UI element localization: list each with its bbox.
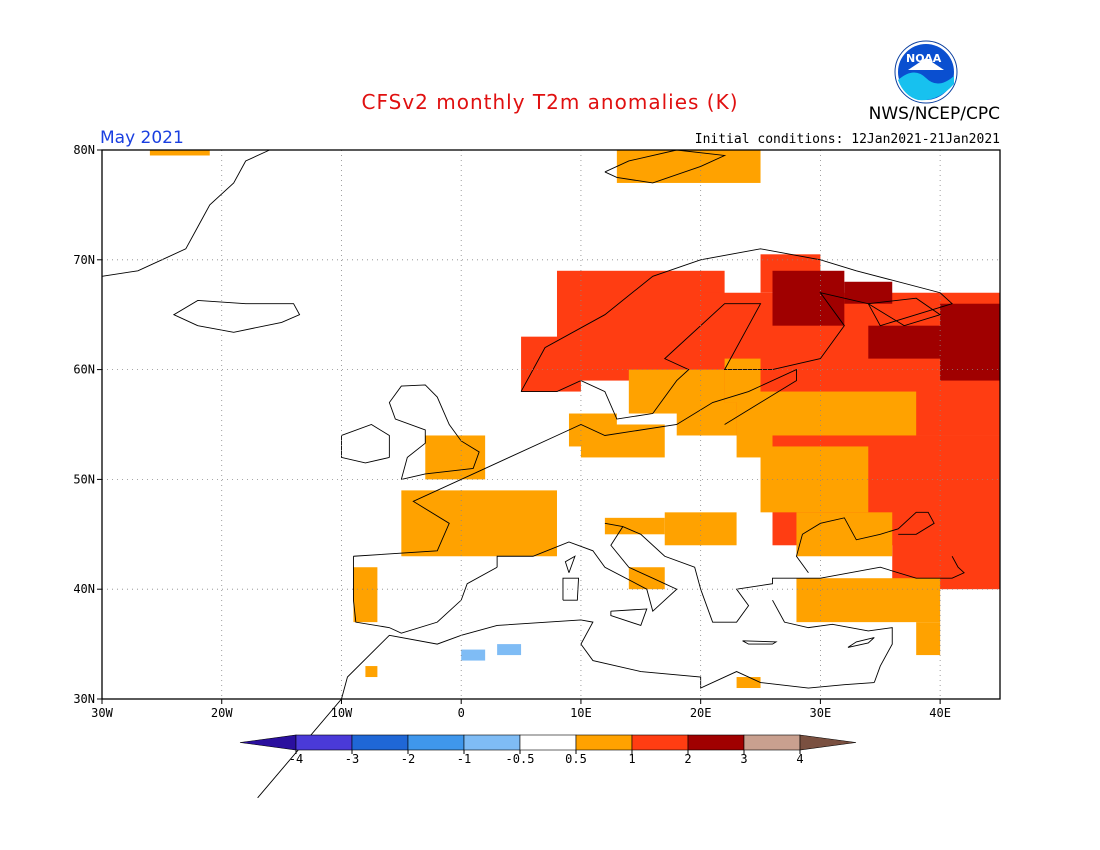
coastline	[172, 299, 301, 333]
coastline	[795, 511, 935, 573]
initial-conditions-label: Initial conditions: 12Jan2021-21Jan2021	[694, 132, 1000, 147]
anomaly-cell	[425, 435, 486, 480]
colorbar-swatch	[519, 734, 577, 751]
colorbar-swatch	[687, 734, 745, 751]
y-tick-label: 80N	[73, 143, 95, 157]
colorbar-label: -0.5	[506, 752, 535, 766]
coastline	[257, 619, 875, 799]
coastline	[742, 640, 778, 645]
coastline	[564, 555, 576, 573]
x-tick-label: 30W	[91, 706, 113, 720]
anomaly-cell	[521, 336, 581, 392]
colorbar: -4 -3 -2 -1 -0.5 0.5 1 2 3 4	[239, 734, 857, 766]
x-tick-label: 20E	[690, 706, 712, 720]
coastline	[772, 599, 893, 683]
noaa-logo	[894, 40, 958, 104]
y-tick-label: 70N	[73, 253, 95, 267]
coastline	[604, 522, 623, 528]
anomaly-cell	[628, 567, 665, 590]
colorbar-swatch	[295, 734, 353, 751]
y-tick-label: 60N	[73, 363, 95, 377]
colorbar-label: -3	[345, 752, 359, 766]
map-axes: 30W 20W 10W 0 10E 20E 30E 40E 80N 70N 60N 50N 40N 30N	[73, 143, 951, 720]
coastline	[352, 556, 498, 634]
x-tick-label: 10E	[570, 706, 592, 720]
y-tick-label: 50N	[73, 472, 95, 486]
coastline	[562, 577, 580, 601]
coastline	[520, 248, 953, 420]
coastline	[604, 149, 727, 184]
colorbar-swatch	[407, 734, 465, 751]
x-tick-label: 10W	[331, 706, 353, 720]
anomaly-cell	[772, 270, 845, 326]
anomaly-cell	[664, 512, 737, 546]
anomaly-cell	[724, 358, 761, 403]
coastline	[341, 424, 390, 464]
colorbar-swatch	[575, 734, 633, 751]
anomaly-cell	[796, 512, 893, 557]
anomaly-cell	[353, 567, 378, 623]
colorbar-label: 1	[628, 752, 635, 766]
colorbar-label: -1	[457, 752, 471, 766]
anomaly-cell	[844, 281, 893, 304]
coastline	[353, 368, 797, 557]
colorbar-swatch	[351, 734, 409, 751]
anomaly-cell	[760, 446, 869, 513]
x-tick-label: 30E	[810, 706, 832, 720]
coastline	[496, 526, 965, 623]
colorbar-label: -2	[401, 752, 415, 766]
coastlines	[101, 149, 965, 799]
colorbar-swatch	[463, 734, 521, 751]
anomaly-cell	[149, 150, 210, 156]
colorbar-label: 0.5	[565, 752, 587, 766]
map-frame	[101, 149, 1001, 700]
y-tick-label: 30N	[73, 692, 95, 706]
anomaly-cell	[604, 517, 665, 535]
anomaly-cell	[940, 303, 1000, 381]
y-tick-label: 40N	[73, 582, 95, 596]
anomaly-cell	[556, 270, 725, 381]
anomaly-cell	[676, 402, 737, 436]
coastline	[388, 384, 480, 480]
anomaly-cell	[461, 649, 486, 661]
coastline	[610, 608, 648, 626]
anomaly-cell	[916, 622, 941, 656]
colorbar-label: 4	[796, 752, 803, 766]
colorbar-swatch	[743, 734, 801, 751]
anomaly-cell	[736, 677, 761, 689]
anomaly-cell	[401, 490, 557, 557]
anomaly-cell	[796, 578, 941, 623]
colorbar-swatch	[631, 734, 689, 751]
coastline	[868, 297, 942, 327]
chart-title: CFSv2 monthly T2m anomalies (K)	[361, 90, 739, 114]
coastline	[101, 149, 270, 277]
anomaly-cell	[365, 666, 378, 678]
month-label: May 2021	[100, 128, 184, 148]
coastline	[847, 637, 875, 648]
colorbar-label: 3	[740, 752, 747, 766]
anomaly-cells	[149, 150, 1000, 689]
noaa-logo-text: NOAA	[906, 52, 942, 65]
x-tick-label: 0	[458, 706, 465, 720]
anomaly-cell	[616, 150, 761, 183]
colorbar-label: -4	[289, 752, 303, 766]
colorbar-arrow-high	[799, 734, 857, 751]
x-tick-label: 20W	[211, 706, 233, 720]
anomaly-cell	[497, 644, 522, 656]
agency-label: NWS/NCEP/CPC	[868, 104, 1000, 124]
colorbar-arrow-low	[239, 734, 297, 751]
x-tick-label: 40E	[929, 706, 951, 720]
colorbar-label: 2	[684, 752, 691, 766]
